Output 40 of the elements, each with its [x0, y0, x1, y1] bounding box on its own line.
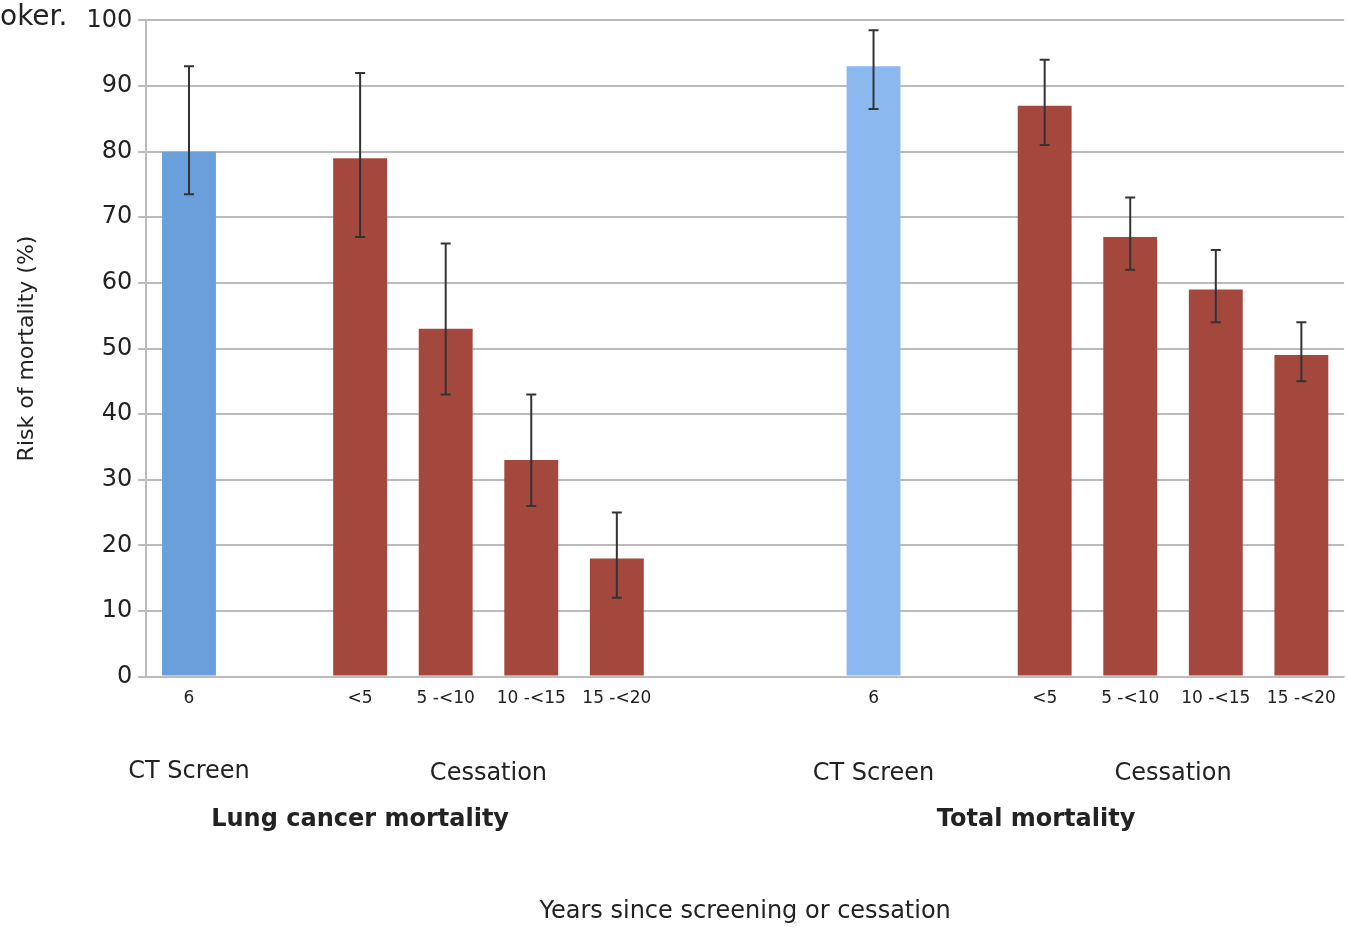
x-tick-label: 5 -<10 — [416, 687, 475, 708]
text: Lung cancer mortality — [211, 804, 510, 833]
y-tick-label: 50 — [101, 332, 133, 361]
text: Cessation — [1114, 758, 1232, 787]
y-tick-label: 0 — [116, 660, 133, 689]
y-tick-label: 100 — [86, 4, 133, 33]
bar — [333, 158, 388, 676]
bar — [504, 460, 559, 676]
bar — [1188, 289, 1243, 676]
text: oker. — [0, 0, 68, 33]
y-tick-label: 90 — [101, 70, 133, 99]
x-tick-label: 6 — [868, 687, 879, 708]
x-tick-label: 10 -<15 — [496, 687, 566, 708]
y-tick-label: 40 — [101, 398, 133, 427]
bar — [1103, 236, 1158, 676]
text: Total mortality — [936, 804, 1136, 833]
text: CT Screen — [128, 756, 250, 785]
text: Years since screening or cessation — [538, 896, 951, 925]
y-tick-label: 70 — [101, 201, 133, 230]
y-tick-label: 10 — [101, 595, 133, 624]
y-axis-title: Risk of mortality (%) — [12, 235, 38, 462]
x-tick-label: 5 -<10 — [1101, 687, 1160, 708]
bar — [418, 328, 473, 676]
bar — [589, 558, 644, 676]
x-tick-label: 6 — [183, 687, 195, 708]
x-tick-label: <5 — [347, 687, 373, 708]
text: CT Screen — [812, 758, 935, 787]
text: Cessation — [429, 758, 548, 787]
y-tick-label: 80 — [101, 135, 133, 164]
x-tick-label: <5 — [1032, 687, 1058, 708]
y-tick-label: 20 — [101, 529, 133, 558]
x-tick-label: 10 -<15 — [1181, 687, 1251, 708]
bar — [1274, 355, 1329, 676]
x-tick-label: 15 -<20 — [582, 687, 652, 708]
bar — [846, 66, 901, 676]
x-tick-label: 15 -<20 — [1266, 687, 1336, 708]
y-tick-label: 60 — [101, 267, 133, 296]
y-tick-label: 30 — [101, 463, 133, 492]
bar — [162, 151, 216, 676]
bar — [1017, 105, 1072, 676]
